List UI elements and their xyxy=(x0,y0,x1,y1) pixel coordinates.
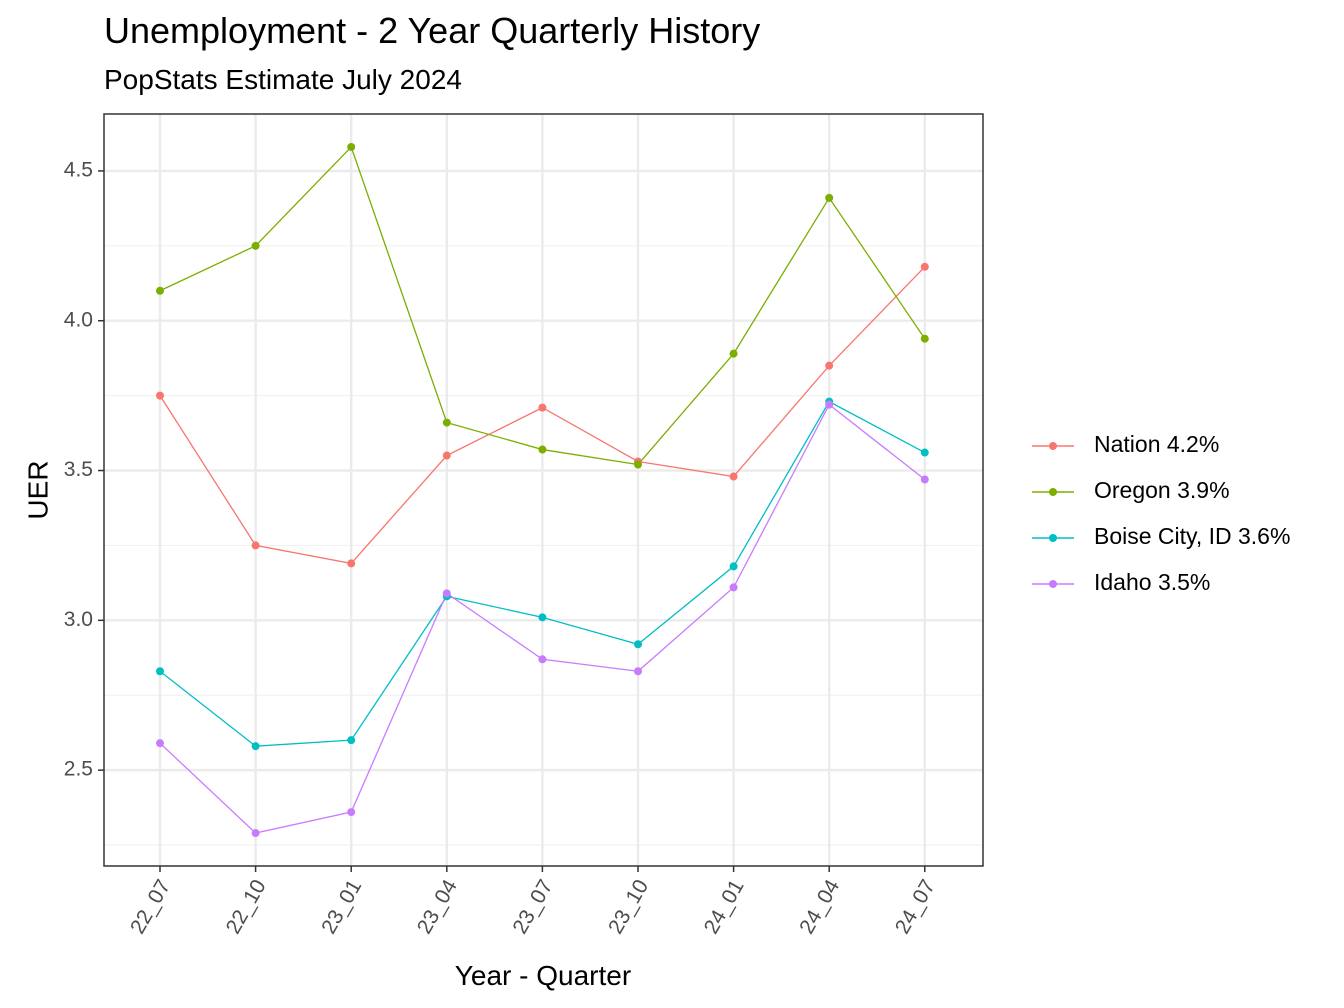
y-tick-label: 3.0 xyxy=(64,608,93,631)
x-tick-label: 22_07 xyxy=(126,876,175,938)
data-point-1-4 xyxy=(538,445,547,454)
data-point-1-6 xyxy=(729,349,738,358)
y-axis-title: UER xyxy=(22,460,53,519)
data-point-0-2 xyxy=(347,559,356,568)
data-point-1-3 xyxy=(442,418,451,427)
data-point-3-7 xyxy=(825,400,834,409)
data-point-2-1 xyxy=(251,742,260,751)
data-point-2-2 xyxy=(347,736,356,745)
x-tick-label: 23_04 xyxy=(413,876,462,938)
data-point-3-0 xyxy=(156,739,164,748)
x-tick-label: 22_10 xyxy=(222,876,271,938)
data-point-2-0 xyxy=(156,667,164,676)
x-tick-label: 23_07 xyxy=(508,876,557,938)
data-point-0-8 xyxy=(920,262,929,271)
data-point-2-5 xyxy=(634,640,642,649)
data-point-1-2 xyxy=(347,142,356,151)
x-axis: 22_07 22_10 23_01 23_04 23_07 23_10 24_01 24_04… xyxy=(126,866,940,938)
legend-label: Boise City, ID 3.6% xyxy=(1094,523,1290,549)
y-tick-label: 3.5 xyxy=(64,458,93,481)
data-point-2-6 xyxy=(729,562,738,571)
legend-label: Oregon 3.9% xyxy=(1094,477,1230,503)
data-point-3-4 xyxy=(538,655,547,664)
x-tick-label: 24_01 xyxy=(700,876,749,938)
data-point-1-8 xyxy=(920,334,929,343)
x-tick-label: 23_10 xyxy=(604,876,653,938)
data-point-0-1 xyxy=(251,541,260,550)
data-point-1-1 xyxy=(251,241,260,250)
data-point-3-3 xyxy=(442,589,451,598)
legend-key-point-3 xyxy=(1049,580,1057,588)
x-tick-label: 24_07 xyxy=(891,876,940,938)
y-tick-label: 4.0 xyxy=(64,308,93,331)
data-point-0-0 xyxy=(156,391,164,400)
data-point-0-4 xyxy=(538,403,547,412)
legend-key-point-2 xyxy=(1049,534,1057,542)
y-tick-label: 4.5 xyxy=(64,158,93,181)
data-point-3-6 xyxy=(729,583,738,592)
x-tick-label: 24_04 xyxy=(795,876,844,938)
y-axis: 2.5 3.0 3.5 4.0 4.5 xyxy=(64,158,104,781)
data-point-2-4 xyxy=(538,613,547,622)
data-point-1-7 xyxy=(825,193,834,202)
grid-lines xyxy=(104,114,983,866)
legend-key-point-1 xyxy=(1049,488,1057,496)
legend-key-point-0 xyxy=(1049,442,1057,450)
plot-panel-border xyxy=(103,113,984,867)
data-point-3-8 xyxy=(920,475,929,484)
legend-label: Nation 4.2% xyxy=(1094,431,1219,457)
x-axis-title: Year - Quarter xyxy=(455,960,631,991)
data-point-3-1 xyxy=(251,829,260,838)
data-point-3-2 xyxy=(347,808,356,817)
series-points xyxy=(156,142,929,838)
data-point-0-6 xyxy=(729,472,738,481)
legend-label: Idaho 3.5% xyxy=(1094,569,1210,595)
data-point-0-3 xyxy=(442,451,451,460)
legend: Nation 4.2% Oregon 3.9% Boise City, ID 3.6… xyxy=(1032,431,1290,595)
x-tick-label: 23_01 xyxy=(317,876,366,938)
data-point-3-5 xyxy=(634,667,642,676)
y-tick-label: 2.5 xyxy=(64,758,93,781)
chart-subtitle: PopStats Estimate July 2024 xyxy=(104,64,462,95)
data-point-1-5 xyxy=(634,460,642,469)
data-point-0-7 xyxy=(825,361,834,370)
chart-title: Unemployment - 2 Year Quarterly History xyxy=(104,10,761,51)
data-point-2-8 xyxy=(920,448,929,457)
data-point-1-0 xyxy=(156,286,164,295)
